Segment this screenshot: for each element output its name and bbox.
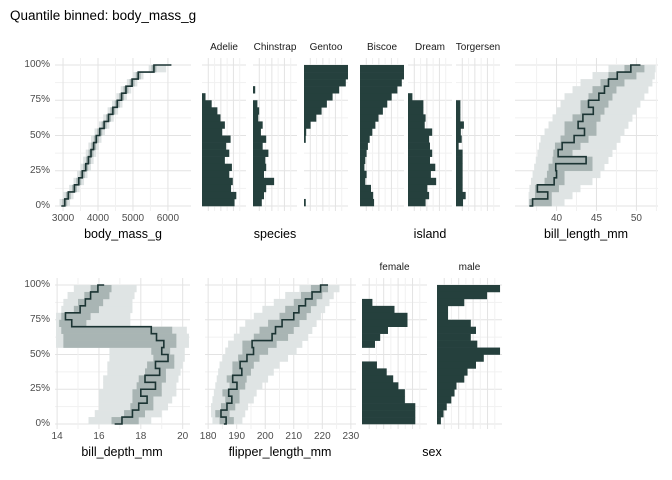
facet-Biscoe xyxy=(360,58,404,211)
facet-strip-label: female xyxy=(379,262,410,273)
x-tick-label: 40 xyxy=(550,213,563,224)
y-tick-label: 50% xyxy=(29,129,50,141)
axis-title-species: species xyxy=(253,227,297,241)
x-tick-label: 45 xyxy=(590,213,603,224)
x-tick-label: 18 xyxy=(135,431,147,442)
facet-male xyxy=(437,278,502,429)
facet-Gentoo xyxy=(304,58,348,211)
y-tick-label: 25% xyxy=(29,164,50,176)
facet-strip-label: Adelie xyxy=(210,42,238,53)
facet-strip-label: Dream xyxy=(414,42,445,53)
y-tick-label: 100% xyxy=(24,59,50,70)
facet-Chinstrap xyxy=(253,58,297,211)
panel-bill_length_mm xyxy=(515,58,658,211)
axis-title-island: island xyxy=(413,227,447,241)
x-tick-label: 16 xyxy=(93,431,105,442)
facet-strip-label: Torgersen xyxy=(455,42,501,53)
facet-strip-label: Chinstrap xyxy=(253,42,297,53)
y-tick-label: 100% xyxy=(24,279,50,290)
x-tick-label: 180 xyxy=(199,431,217,442)
facet-strip-label: male xyxy=(458,262,481,273)
axis-title-bill_length_mm: bill_length_mm xyxy=(543,227,629,241)
x-tick-label: 50 xyxy=(630,213,642,224)
axis-title-body_mass_g: body_mass_g xyxy=(84,227,162,241)
x-tick-label: 200 xyxy=(256,431,274,442)
x-tick-label: 4000 xyxy=(86,213,110,224)
facet-Dream xyxy=(408,58,452,211)
facet-strip-label: Biscoe xyxy=(366,42,397,53)
y-tick-label: 75% xyxy=(29,313,50,325)
axis-title-flipper_length_mm: flipper_length_mm xyxy=(228,445,332,459)
axis-title-sex: sex xyxy=(422,445,442,459)
x-tick-label: 230 xyxy=(342,431,360,442)
x-tick-label: 210 xyxy=(285,431,303,442)
x-tick-label: 3000 xyxy=(51,213,75,224)
x-tick-label: 190 xyxy=(228,431,246,442)
facet-Adelie xyxy=(202,58,246,211)
panel-body_mass_g xyxy=(55,58,191,211)
facet-Torgersen xyxy=(456,58,500,211)
x-tick-label: 20 xyxy=(177,431,189,442)
facet-strip-label: Gentoo xyxy=(309,42,343,53)
panel-bill_depth_mm xyxy=(55,278,190,429)
y-tick-label: 75% xyxy=(29,94,50,106)
axis-title-bill_depth_mm: bill_depth_mm xyxy=(81,445,163,459)
figure-title: Quantile binned: body_mass_g xyxy=(10,8,197,23)
panel-flipper_length_mm xyxy=(205,278,356,429)
y-tick-label: 50% xyxy=(29,348,50,360)
y-tick-label: 0% xyxy=(35,418,50,429)
facet-female xyxy=(362,278,427,429)
x-tick-label: 5000 xyxy=(121,213,145,224)
x-tick-label: 6000 xyxy=(156,213,180,224)
x-tick-label: 14 xyxy=(51,431,63,442)
y-tick-label: 25% xyxy=(29,383,50,395)
y-tick-label: 0% xyxy=(35,200,50,211)
x-tick-label: 220 xyxy=(313,431,331,442)
